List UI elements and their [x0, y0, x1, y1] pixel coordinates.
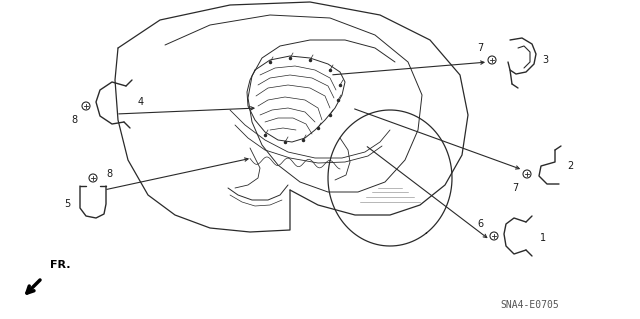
Text: 6: 6 [477, 219, 483, 229]
Text: 2: 2 [567, 161, 573, 171]
Text: SNA4-E0705: SNA4-E0705 [500, 300, 559, 310]
Text: 3: 3 [542, 55, 548, 65]
Text: 4: 4 [138, 97, 144, 107]
Text: 8: 8 [106, 169, 112, 179]
Text: 7: 7 [477, 43, 483, 53]
Text: FR.: FR. [50, 260, 70, 270]
Text: 8: 8 [71, 115, 77, 125]
Text: 5: 5 [64, 199, 70, 209]
Text: 7: 7 [512, 183, 518, 193]
Text: 1: 1 [540, 233, 546, 243]
